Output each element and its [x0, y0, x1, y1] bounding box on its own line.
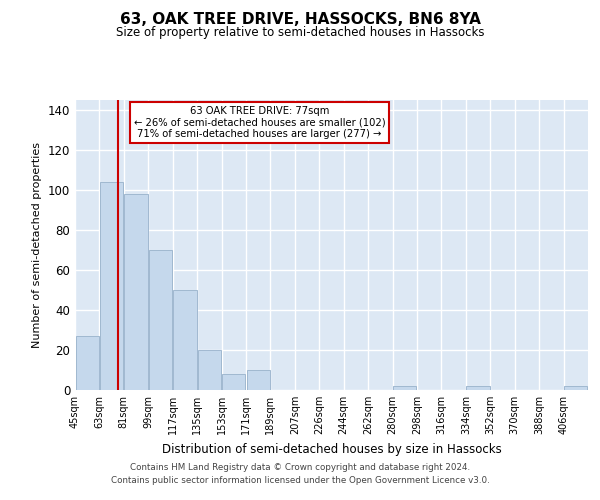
X-axis label: Distribution of semi-detached houses by size in Hassocks: Distribution of semi-detached houses by … — [161, 442, 502, 456]
Y-axis label: Number of semi-detached properties: Number of semi-detached properties — [32, 142, 42, 348]
Bar — [197, 350, 221, 390]
Bar — [76, 336, 99, 390]
Bar — [100, 182, 124, 390]
Text: Contains HM Land Registry data © Crown copyright and database right 2024.: Contains HM Land Registry data © Crown c… — [130, 464, 470, 472]
Bar — [124, 194, 148, 390]
Bar — [393, 386, 416, 390]
Bar — [173, 290, 197, 390]
Text: Size of property relative to semi-detached houses in Hassocks: Size of property relative to semi-detach… — [116, 26, 484, 39]
Text: Contains public sector information licensed under the Open Government Licence v3: Contains public sector information licen… — [110, 476, 490, 485]
Bar — [466, 386, 490, 390]
Bar — [222, 374, 245, 390]
Bar — [149, 250, 172, 390]
Text: 63 OAK TREE DRIVE: 77sqm
← 26% of semi-detached houses are smaller (102)
71% of : 63 OAK TREE DRIVE: 77sqm ← 26% of semi-d… — [134, 106, 385, 139]
Bar — [247, 370, 270, 390]
Text: 63, OAK TREE DRIVE, HASSOCKS, BN6 8YA: 63, OAK TREE DRIVE, HASSOCKS, BN6 8YA — [119, 12, 481, 28]
Bar — [564, 386, 587, 390]
